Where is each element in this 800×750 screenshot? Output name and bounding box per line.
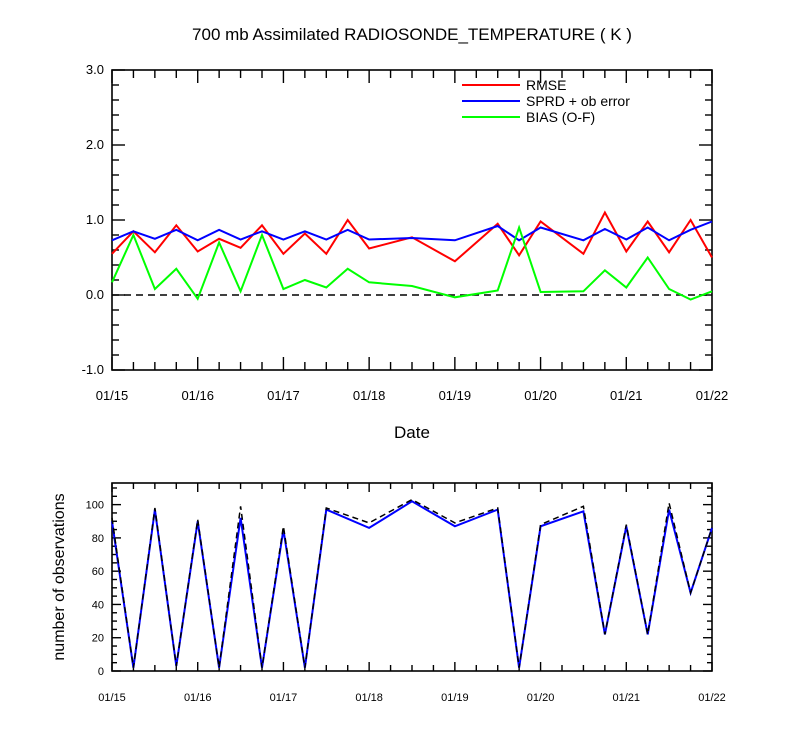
x-tick-label: 01/18 [355, 692, 383, 704]
series-line-possible [111, 498, 713, 668]
top-chart: 01/15 01/16 01/17 01/18 01/19 01/20 01/21 01/22… [82, 62, 729, 403]
x-tick-label: 01/15 [96, 388, 129, 403]
x-tick-label: 01/17 [267, 388, 300, 403]
y-tick-label: 2.0 [86, 137, 104, 152]
series-line-sprd-ob-error [111, 220, 713, 242]
top-chart-title: 700 mb Assimilated RADIOSONDE_TEMPERATUR… [192, 25, 632, 44]
y-tick-label: 40 [92, 599, 104, 611]
x-tick-label: 01/21 [613, 692, 641, 704]
y-tick-label: 100 [86, 500, 104, 512]
x-tick-label: 01/20 [524, 388, 557, 403]
plot-frame [111, 482, 713, 672]
y-tick-label: 3.0 [86, 62, 104, 77]
y-tick-label: -1.0 [82, 362, 104, 377]
y-tick-label: 0 [98, 666, 104, 678]
top-chart-x-label: Date [394, 423, 430, 442]
bottom-chart-y-label: number of observations [51, 493, 68, 660]
series-line-assimilated [111, 500, 713, 668]
x-tick-label: 01/15 [98, 692, 126, 704]
x-tick-label: 01/16 [184, 692, 212, 704]
x-tick-label: 01/17 [270, 692, 298, 704]
x-tick-label: 01/16 [181, 388, 214, 403]
x-tick-label: 01/19 [439, 388, 472, 403]
x-tick-label: 01/18 [353, 388, 386, 403]
y-tick-label: 0.0 [86, 287, 104, 302]
bottom-chart: 01/15 01/16 01/17 01/18 01/19 01/20 01/21 01/22… [86, 482, 726, 704]
series-line-bias-o-f [111, 224, 713, 301]
x-tick-label: 01/21 [610, 388, 643, 403]
y-tick-label: 80 [92, 533, 104, 545]
legend-label: BIAS (O-F) [526, 109, 595, 125]
y-tick-label: 20 [92, 633, 104, 645]
x-tick-label: 01/19 [441, 692, 469, 704]
series-line-rmse [111, 210, 713, 263]
x-tick-label: 01/22 [696, 388, 729, 403]
y-tick-label: 1.0 [86, 212, 104, 227]
y-tick-label: 60 [92, 566, 104, 578]
legend-label: RMSE [526, 77, 566, 93]
legend-label: SPRD + ob error [526, 93, 630, 109]
x-tick-label: 01/22 [698, 692, 726, 704]
plot-frame [111, 69, 713, 371]
x-tick-label: 01/20 [527, 692, 555, 704]
